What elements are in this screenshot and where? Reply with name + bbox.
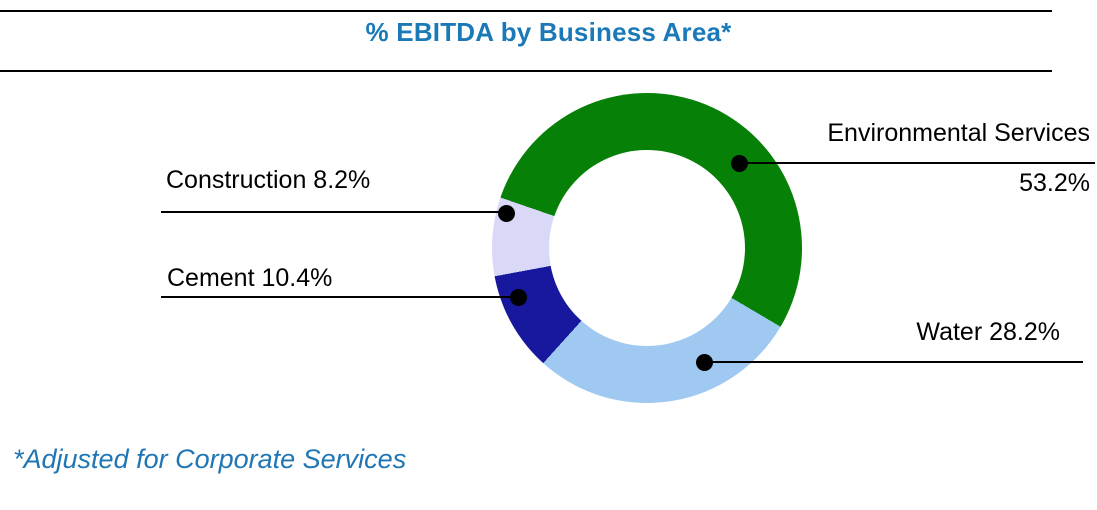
leader-line-cement [161, 296, 519, 298]
callout-dot-cement [510, 289, 527, 306]
label-construction: Construction 8.2% [166, 166, 371, 194]
leader-line-water [704, 361, 1083, 363]
callout-dot-construction [498, 205, 515, 222]
value-environmental-services: 53.2% [1019, 169, 1090, 197]
header-bottom-rule [0, 70, 1052, 72]
leader-line-construction [161, 211, 507, 213]
leader-line-environmental-services [739, 162, 1095, 164]
label-environmental-services: Environmental Services [827, 119, 1090, 147]
label-water: Water 28.2% [916, 318, 1060, 346]
callout-dot-water [696, 354, 713, 371]
label-cement: Cement 10.4% [167, 264, 333, 292]
header-top-rule [0, 10, 1052, 12]
donut-hole [549, 150, 745, 346]
chart-title: % EBITDA by Business Area* [365, 17, 732, 47]
donut-ring [492, 93, 802, 403]
callout-dot-environmental-services [731, 155, 748, 172]
chart-footnote: *Adjusted for Corporate Services [13, 444, 407, 474]
